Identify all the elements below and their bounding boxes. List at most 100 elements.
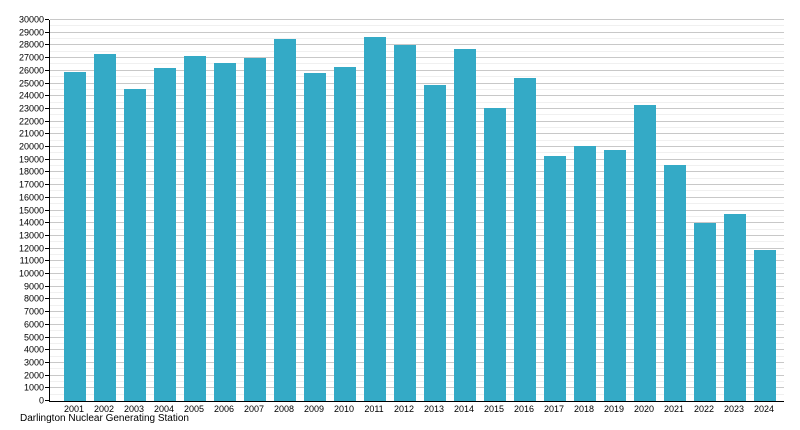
bar-2011 [364, 37, 386, 401]
bar-2021 [664, 165, 686, 401]
major-gridline [50, 146, 784, 147]
minor-gridline [50, 355, 784, 357]
y-tick-label: 11000 [19, 255, 44, 266]
y-tick-label: 4000 [23, 344, 44, 355]
major-gridline [50, 374, 784, 376]
y-tick-mark [45, 311, 49, 313]
minor-gridline [50, 190, 784, 192]
minor-gridline [50, 177, 784, 179]
x-tick-label: 2001 [63, 404, 85, 414]
minor-gridline [50, 139, 784, 141]
bar-2004 [154, 67, 176, 401]
bar-2013 [424, 85, 446, 401]
y-tick-label: 30000 [18, 14, 44, 25]
minor-gridline [50, 266, 784, 268]
minor-gridline [50, 101, 784, 103]
minor-gridline [50, 215, 784, 217]
y-tick-mark [45, 323, 49, 325]
minor-gridline [50, 165, 784, 167]
bar-2015 [484, 107, 506, 401]
major-gridline [50, 298, 784, 300]
minor-gridline [50, 380, 784, 382]
bars-layer [50, 20, 784, 401]
bar-slot [330, 20, 360, 401]
y-tick-label: 2000 [23, 370, 44, 381]
bar-slot [270, 20, 300, 401]
major-gridline [50, 57, 784, 59]
y-tick-label: 23000 [18, 103, 44, 114]
y-tick-label: 27000 [18, 52, 44, 63]
y-tick-mark [45, 95, 49, 97]
minor-gridline [50, 330, 784, 332]
major-gridline [50, 273, 784, 274]
y-tick-mark [45, 146, 49, 147]
bar-slot [240, 20, 270, 401]
x-tick-label: 2012 [393, 404, 415, 414]
bar-slot [450, 20, 480, 401]
y-tick-mark [45, 400, 49, 401]
x-tick-label: 2004 [153, 404, 175, 414]
major-gridline [50, 133, 784, 135]
y-tick-label: 24000 [18, 90, 44, 101]
major-gridline [50, 285, 784, 287]
y-tick-label: 1000 [23, 382, 44, 393]
y-tick-mark [45, 336, 49, 338]
y-tick-label: 26000 [18, 65, 44, 76]
y-tick-mark [45, 247, 49, 249]
bar-slot [300, 20, 330, 401]
x-tick-label: 2020 [633, 404, 655, 414]
major-gridline [50, 336, 784, 338]
major-gridline [50, 209, 784, 211]
y-tick-mark [45, 158, 49, 160]
bar-2017 [544, 155, 566, 401]
major-gridline [50, 82, 784, 84]
bar-slot [480, 20, 510, 401]
major-gridline [50, 171, 784, 173]
x-axis: 2001 2002 2003 2004 2005 2006 2007 2008 2009 2010… [49, 404, 783, 414]
bar-slot [180, 20, 210, 401]
minor-gridline [50, 228, 784, 230]
y-tick-label: 29000 [18, 27, 44, 38]
y-tick-label: 8000 [23, 293, 44, 304]
y-tick-label: 12000 [18, 243, 44, 254]
bar-2003 [124, 88, 146, 401]
x-tick-label: 2023 [723, 404, 745, 414]
y-tick-mark [45, 222, 49, 224]
x-tick-label: 2016 [513, 404, 535, 414]
bar-slot [750, 20, 780, 401]
y-tick-mark [45, 69, 49, 71]
bar-slot [360, 20, 390, 401]
bar-slot [120, 20, 150, 401]
y-tick-mark [45, 120, 49, 122]
y-tick-mark [45, 133, 49, 135]
major-gridline [50, 107, 784, 109]
major-gridline [50, 361, 784, 363]
y-tick-label: 28000 [18, 39, 44, 50]
bar-slot [540, 20, 570, 401]
bar-2020 [634, 105, 656, 401]
minor-gridline [50, 342, 784, 344]
bar-2014 [454, 49, 476, 401]
minor-gridline [50, 279, 784, 281]
bar-2008 [274, 39, 296, 401]
minor-gridline [50, 241, 784, 243]
minor-gridline [50, 25, 784, 27]
y-tick-label: 3000 [23, 357, 44, 368]
y-tick-mark [45, 260, 49, 262]
y-tick-mark [45, 349, 49, 351]
minor-gridline [50, 292, 784, 294]
bar-slot [720, 20, 750, 401]
y-tick-mark [45, 196, 49, 198]
bar-2001 [64, 72, 86, 401]
y-tick-mark [45, 82, 49, 84]
major-gridline [50, 69, 784, 71]
x-tick-label: 2024 [753, 404, 775, 414]
major-gridline [50, 120, 784, 122]
y-tick-label: 19000 [18, 154, 44, 165]
y-tick-label: 20000 [18, 141, 44, 152]
bar-2023 [724, 213, 746, 401]
x-tick-label: 2011 [364, 404, 384, 414]
y-tick-mark [45, 19, 49, 20]
y-tick-mark [45, 107, 49, 109]
